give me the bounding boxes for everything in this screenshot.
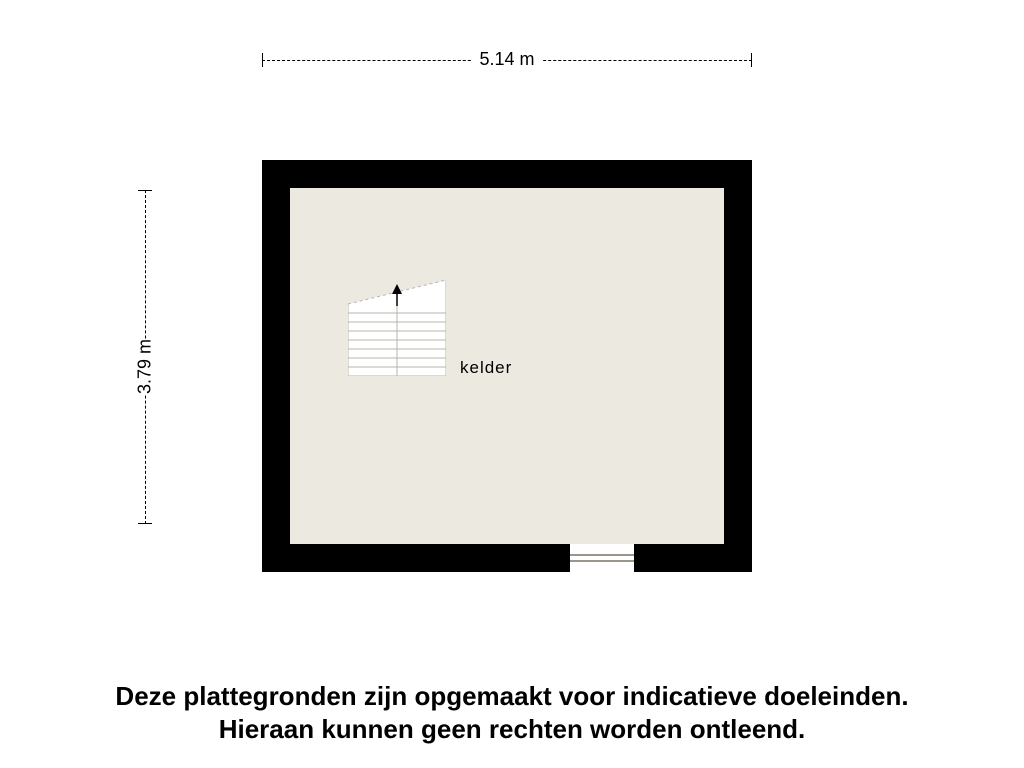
door-opening xyxy=(570,544,634,572)
door-threshold-line xyxy=(570,554,634,556)
dimension-cap xyxy=(751,53,752,67)
disclaimer-line-1: Deze plattegronden zijn opgemaakt voor i… xyxy=(0,680,1024,713)
room-label: kelder xyxy=(460,358,512,378)
stairs xyxy=(348,280,446,376)
door-threshold-line xyxy=(570,560,634,562)
disclaimer-text: Deze plattegronden zijn opgemaakt voor i… xyxy=(0,680,1024,745)
disclaimer-line-2: Hieraan kunnen geen rechten worden ontle… xyxy=(0,713,1024,746)
dimension-cap xyxy=(138,523,152,524)
dimension-label-width: 5.14 m xyxy=(471,49,542,70)
dimension-label-height: 3.79 m xyxy=(127,339,164,394)
floorplan-canvas: 5.14 m 3.79 m xyxy=(0,0,1024,768)
dimension-cap xyxy=(262,53,263,67)
dimension-cap xyxy=(138,190,152,191)
